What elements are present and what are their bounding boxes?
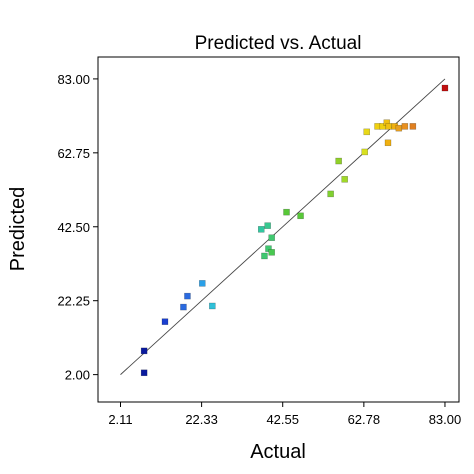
data-point — [184, 292, 191, 300]
y-tick-label: 2.00 — [65, 368, 90, 383]
data-point — [395, 124, 403, 132]
x-tick-label: 83.00 — [429, 412, 462, 427]
data-points — [140, 84, 449, 377]
data-point — [441, 84, 449, 92]
data-point — [327, 190, 334, 198]
data-point — [265, 245, 272, 252]
x-tick-label: 42.55 — [266, 412, 299, 427]
y-tick-label: 42.50 — [57, 220, 90, 235]
data-point — [264, 222, 271, 229]
data-point — [180, 303, 187, 311]
data-point — [268, 249, 275, 256]
x-tick-label: 2.11 — [108, 412, 132, 427]
plot-area — [97, 56, 460, 403]
data-point — [268, 234, 275, 241]
y-tick-label: 62.75 — [57, 146, 90, 161]
data-point — [161, 318, 169, 325]
data-point — [335, 157, 342, 165]
chart-title: Predicted vs. Actual — [195, 33, 362, 54]
data-point — [361, 148, 368, 156]
data-point — [209, 302, 216, 310]
y-axis-label: Predicted — [7, 187, 29, 272]
data-point — [258, 226, 265, 233]
data-point — [140, 369, 148, 377]
data-point — [401, 123, 409, 130]
data-point — [140, 347, 148, 355]
y-tick-label: 22.25 — [57, 294, 90, 309]
data-point — [409, 123, 417, 130]
data-point — [363, 128, 370, 136]
data-point — [261, 252, 268, 260]
x-tick-label: 22.33 — [185, 412, 218, 427]
axis-ticks: 2.11 22.33 42.55 62.78 83.00 2.00 22.25 42.50 62… — [57, 72, 461, 427]
data-point — [341, 176, 348, 183]
data-point — [199, 280, 206, 287]
x-tick-label: 62.78 — [348, 412, 381, 427]
data-point — [297, 212, 304, 220]
data-point — [385, 123, 393, 130]
data-point — [384, 139, 392, 147]
x-axis-label: Actual — [250, 441, 306, 463]
data-point — [283, 208, 290, 216]
data-point — [379, 123, 387, 130]
y-tick-label: 83.00 — [57, 72, 90, 87]
